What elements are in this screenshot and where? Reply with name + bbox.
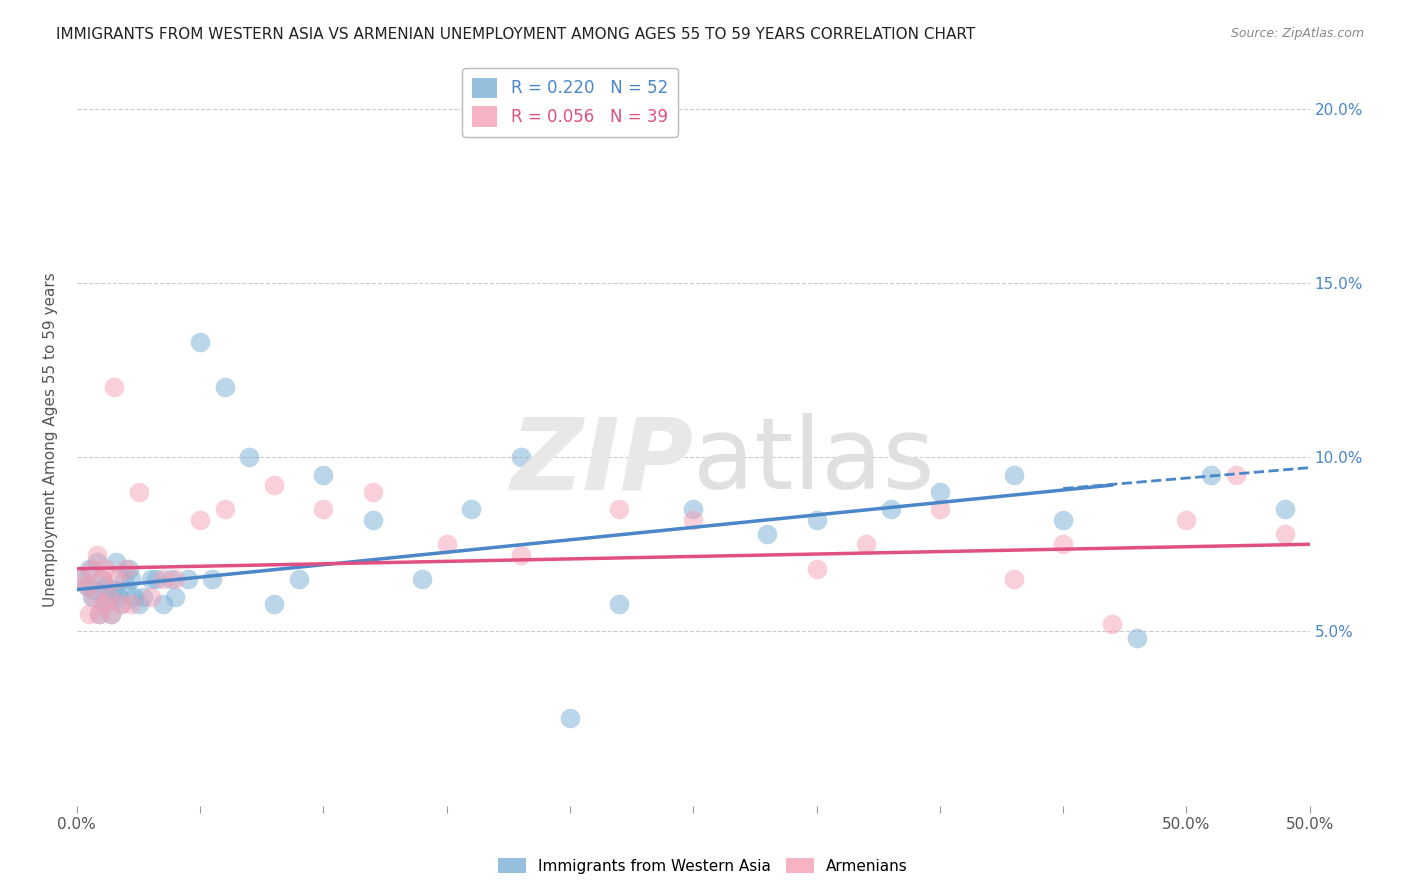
Point	[70, 572, 93, 586]
Point	[214, 380, 236, 394]
Point	[1274, 502, 1296, 516]
Point	[87, 607, 110, 621]
Point	[86, 555, 108, 569]
Point	[806, 513, 828, 527]
Point	[855, 537, 877, 551]
Point	[132, 590, 155, 604]
Point	[120, 597, 142, 611]
Point	[117, 562, 139, 576]
Point	[139, 572, 162, 586]
Point	[1002, 572, 1025, 586]
Point	[80, 562, 103, 576]
Point	[214, 502, 236, 516]
Point	[152, 597, 174, 611]
Point	[76, 579, 98, 593]
Point	[1052, 537, 1074, 551]
Point	[93, 597, 115, 611]
Point	[682, 513, 704, 527]
Point	[682, 502, 704, 516]
Point	[80, 590, 103, 604]
Point	[188, 513, 211, 527]
Text: IMMIGRANTS FROM WESTERN ASIA VS ARMENIAN UNEMPLOYMENT AMONG AGES 55 TO 59 YEARS : IMMIGRANTS FROM WESTERN ASIA VS ARMENIAN…	[56, 27, 976, 42]
Point	[928, 485, 950, 500]
Point	[77, 562, 100, 576]
Point	[177, 572, 200, 586]
Point	[96, 562, 118, 576]
Point	[110, 597, 132, 611]
Point	[607, 502, 630, 516]
Text: Source: ZipAtlas.com: Source: ZipAtlas.com	[1230, 27, 1364, 40]
Point	[93, 597, 115, 611]
Point	[436, 537, 458, 551]
Point	[86, 548, 108, 562]
Point	[112, 572, 135, 586]
Point	[90, 572, 112, 586]
Point	[756, 526, 779, 541]
Point	[97, 590, 120, 604]
Point	[806, 562, 828, 576]
Point	[558, 711, 581, 725]
Point	[165, 590, 187, 604]
Point	[128, 485, 150, 500]
Point	[97, 590, 120, 604]
Point	[70, 572, 93, 586]
Point	[238, 450, 260, 465]
Point	[928, 502, 950, 516]
Y-axis label: Unemployment Among Ages 55 to 59 years: Unemployment Among Ages 55 to 59 years	[44, 272, 58, 607]
Point	[87, 607, 110, 621]
Point	[607, 597, 630, 611]
Point	[201, 572, 224, 586]
Point	[145, 572, 167, 586]
Point	[1126, 632, 1149, 646]
Point	[879, 502, 901, 516]
Point	[509, 450, 531, 465]
Point	[76, 579, 98, 593]
Point	[159, 572, 181, 586]
Point	[312, 502, 335, 516]
Point	[103, 380, 125, 394]
Legend: R = 0.220   N = 52, R = 0.056   N = 39: R = 0.220 N = 52, R = 0.056 N = 39	[463, 68, 678, 136]
Point	[90, 572, 112, 586]
Point	[110, 597, 132, 611]
Point	[100, 607, 122, 621]
Point	[105, 555, 128, 569]
Legend: Immigrants from Western Asia, Armenians: Immigrants from Western Asia, Armenians	[492, 852, 914, 880]
Point	[509, 548, 531, 562]
Point	[263, 597, 285, 611]
Point	[1274, 526, 1296, 541]
Point	[115, 562, 138, 576]
Point	[188, 335, 211, 350]
Point	[165, 572, 187, 586]
Point	[1175, 513, 1198, 527]
Point	[1199, 467, 1222, 482]
Point	[83, 590, 105, 604]
Point	[1052, 513, 1074, 527]
Point	[122, 590, 145, 604]
Text: ZIP: ZIP	[510, 413, 693, 510]
Point	[361, 513, 384, 527]
Point	[152, 572, 174, 586]
Point	[96, 579, 118, 593]
Point	[103, 582, 125, 597]
Point	[128, 597, 150, 611]
Point	[1101, 617, 1123, 632]
Point	[411, 572, 433, 586]
Point	[263, 478, 285, 492]
Point	[287, 572, 309, 586]
Point	[105, 572, 128, 586]
Point	[460, 502, 482, 516]
Point	[107, 590, 129, 604]
Point	[120, 572, 142, 586]
Point	[361, 485, 384, 500]
Point	[77, 607, 100, 621]
Point	[115, 582, 138, 597]
Text: atlas: atlas	[693, 413, 935, 510]
Point	[83, 582, 105, 597]
Point	[1225, 467, 1247, 482]
Point	[100, 607, 122, 621]
Point	[312, 467, 335, 482]
Point	[1002, 467, 1025, 482]
Point	[139, 590, 162, 604]
